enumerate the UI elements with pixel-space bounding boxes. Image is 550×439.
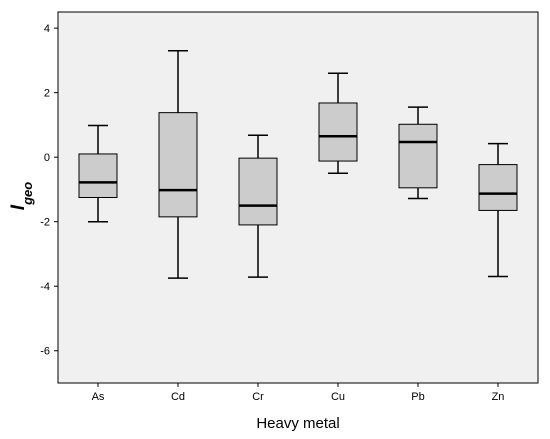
x-axis-title: Heavy metal [256, 415, 339, 432]
plot-area [57, 11, 539, 384]
iqr-box [478, 164, 518, 211]
x-tick-label-as: As [92, 391, 105, 403]
iqr-box [158, 112, 198, 218]
y-tick-label: -6 [40, 346, 50, 358]
x-tick-label-pb: Pb [411, 391, 424, 403]
iqr-box [398, 123, 438, 189]
box-cd [158, 49, 198, 279]
y-tick-label: 2 [44, 88, 50, 100]
x-axis: As Cd Cr Cu Pb Zn [92, 383, 505, 403]
x-tick-label-zn: Zn [492, 391, 505, 403]
iqr-box [238, 157, 278, 226]
box-as [78, 124, 118, 223]
y-tick-label: 0 [44, 152, 50, 164]
y-tick-label: 4 [44, 23, 50, 35]
x-tick-label-cu: Cu [331, 391, 345, 403]
y-tick-label: -4 [40, 281, 50, 293]
x-tick-label-cr: Cr [252, 391, 264, 403]
y-axis: -6 -4 -2 0 2 4 [40, 23, 58, 358]
y-axis-title-sub: geo [20, 182, 35, 206]
box-pb [398, 106, 438, 200]
box-zn [478, 142, 518, 278]
boxes [78, 49, 518, 279]
y-tick-label: -2 [40, 217, 50, 229]
box-cu [318, 72, 358, 175]
iqr-box [78, 153, 118, 199]
box-cr [238, 134, 278, 278]
x-tick-label-cd: Cd [171, 391, 185, 403]
iqr-box [318, 102, 358, 162]
y-axis-title-main: I [8, 204, 29, 210]
y-axis-title: Igeo [8, 182, 35, 210]
